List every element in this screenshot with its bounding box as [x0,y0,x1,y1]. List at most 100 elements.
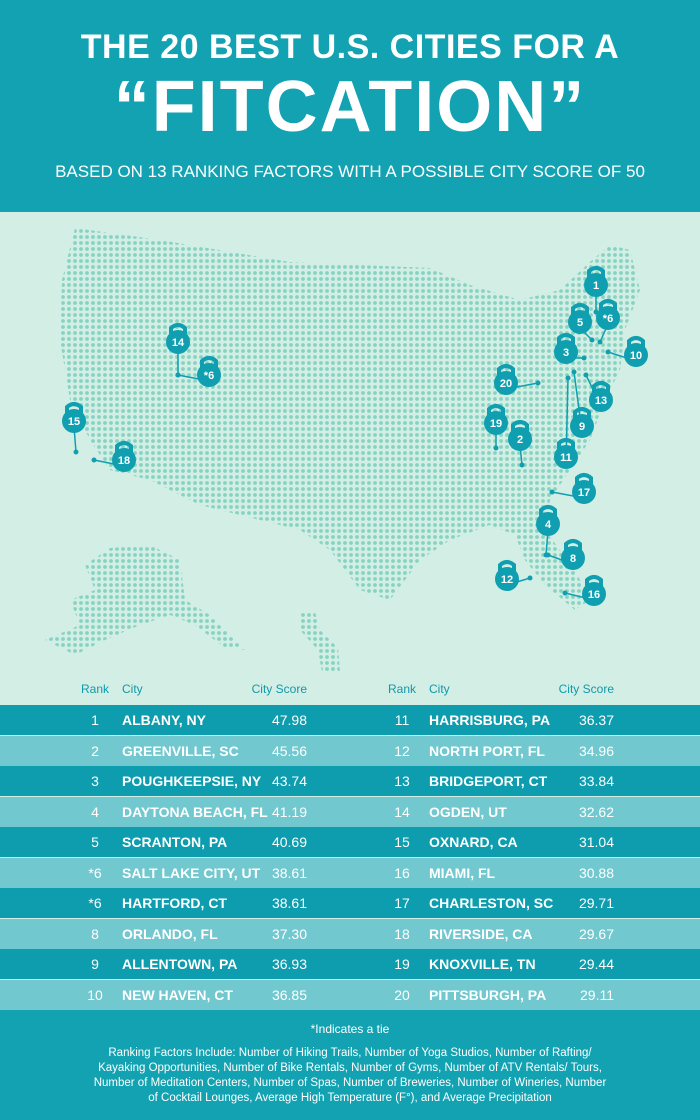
city: CHARLESTON, SC [429,895,554,911]
marker-pin [597,339,603,345]
us-map [60,228,640,610]
marker-pin [527,575,533,581]
marker-pin [535,380,541,386]
rank: 19 [394,956,410,972]
subtitle: BASED ON 13 RANKING FACTORS WITH A POSSI… [55,162,645,181]
rank: 1 [91,712,99,728]
city: BRIDGEPORT, CT [429,773,548,789]
table-row: 4 DAYTONA BEACH, FL 41.19 14 OGDEN, UT 32.62 [0,796,700,827]
score: 37.30 [271,925,307,942]
city-marker: 4 [536,505,560,558]
city-marker: 19 [484,404,508,451]
rank: *6 [88,895,102,911]
marker-pin [175,372,181,378]
rank: 5 [91,834,99,850]
rank: 3 [91,773,99,789]
rank: 15 [394,834,410,850]
marker-pin [583,372,589,378]
rank: 20 [394,986,410,1003]
kettlebell-handle [487,404,505,415]
city: DAYTONA BEACH, FL [122,803,268,820]
city-marker: 13 [583,372,613,412]
kettlebell [554,445,578,469]
city: KNOXVILLE, TN [429,956,536,972]
marker-pin [605,349,611,355]
city: OGDEN, UT [429,803,507,820]
score: 38.61 [271,864,307,881]
city-marker: 2 [508,420,532,468]
title-main: “FITCATION” [113,67,587,147]
kettlebell [112,448,136,472]
rank: 8 [91,925,99,942]
score: 33.84 [578,773,614,789]
marker-label: 14 [172,337,185,349]
footer: *Indicates a tie Ranking Factors Include… [0,1010,700,1120]
kettlebell-handle [592,381,610,392]
city: RIVERSIDE, CA [429,925,533,942]
kettlebell [572,480,596,504]
marker-pin [73,449,79,455]
score: 34.96 [578,742,614,759]
table-row: 8 ORLANDO, FL 37.30 18 RIVERSIDE, CA 29.67 [0,918,700,949]
kettlebell-handle [497,364,515,375]
table-row: 2 GREENVILLE, SC 45.56 12 NORTH PORT, FL 34.9… [0,735,700,766]
score: 36.37 [578,712,614,728]
city: HARTFORD, CT [122,895,227,911]
city-marker: 16 [562,575,606,606]
kettlebell [197,363,221,387]
marker-label: 11 [560,452,572,464]
table-row: 9 ALLENTOWN, PA 36.93 19 KNOXVILLE, TN 29.44 [0,949,700,979]
score: 38.61 [271,895,307,911]
rank: 17 [394,895,410,911]
city-marker: 9 [570,369,594,438]
city-marker: 14 [166,323,190,378]
kettlebell-handle [564,539,582,550]
marker-label: 5 [577,317,583,329]
table-row: 1 ALBANY, NY 47.98 11 HARRISBURG, PA 36.37 [0,705,700,735]
kettlebell-handle [539,505,557,516]
marker-label: 15 [68,416,80,428]
rank: 14 [394,803,410,820]
kettlebell [495,567,519,591]
score: 29.71 [578,895,614,911]
marker-pin [549,489,555,495]
marker-label: 1 [593,280,599,292]
rank: 2 [91,742,99,759]
city-marker: 20 [494,364,541,395]
kettlebell-handle [511,420,529,431]
marker-label: 9 [579,421,585,433]
kettlebell [589,388,613,412]
marker-pin [91,457,97,463]
city-marker: 15 [62,402,86,455]
city: NEW HAVEN, CT [122,986,233,1003]
score: 36.93 [271,956,307,972]
city-marker: 17 [549,473,596,504]
city: PITTSBURGH, PA [429,986,547,1003]
table-row: 5 SCRANTON, PA 40.69 15 OXNARD, CA 31.04 [0,827,700,857]
kettlebell [596,306,620,330]
city: HARRISBURG, PA [429,712,551,728]
rank: 18 [394,925,410,942]
rank: 4 [91,803,99,820]
kettlebell [494,371,518,395]
score: 32.62 [578,803,614,820]
rank: 9 [91,956,99,972]
marker-label: 3 [563,347,569,359]
city: POUGHKEEPSIE, NY [122,773,262,789]
city-marker: 10 [605,336,648,367]
marker-pin [519,462,525,468]
marker-label: 19 [490,418,502,430]
kettlebell-handle [575,473,593,484]
kettlebell [584,273,608,297]
ranking-factors: Ranking Factors Include: Number of Hikin… [93,1047,607,1104]
marker-pin [565,375,571,381]
marker-pin [571,369,577,375]
city: ORLANDO, FL [122,925,218,942]
column-header: City Score [251,682,307,696]
kettlebell [568,310,592,334]
rank: 12 [394,742,410,759]
marker-label: *6 [603,313,613,325]
rank: *6 [88,864,102,881]
kettlebell [561,546,585,570]
marker-pin [562,590,568,596]
